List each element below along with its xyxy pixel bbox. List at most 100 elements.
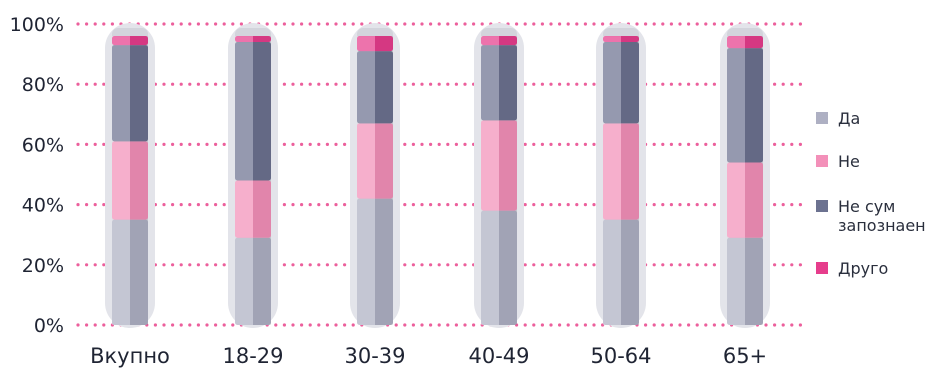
bar-segment	[481, 120, 517, 211]
bar-segment-highlight	[112, 36, 130, 46]
gridlines	[76, 22, 805, 327]
bar-segment-highlight	[112, 141, 130, 220]
bar-segment	[112, 45, 148, 142]
bar-segment	[727, 48, 763, 163]
bar-segment	[603, 123, 639, 220]
legend-item: Не	[816, 152, 860, 171]
bar-segment	[727, 36, 763, 49]
bar-segment	[727, 162, 763, 238]
x-category-label: 40-49	[468, 344, 529, 368]
bar-segment-shade	[130, 219, 148, 325]
bar-segment-highlight	[727, 36, 745, 49]
y-tick-label: 40%	[22, 195, 64, 217]
y-tick-label: 80%	[22, 74, 64, 96]
bar-segment	[357, 123, 393, 199]
legend-label: Друго	[838, 259, 888, 278]
bar-segment-shade	[745, 36, 763, 49]
y-axis-ticks: 0% 20% 40% 60% 80% 100%	[10, 14, 64, 337]
x-axis-categories: Вкупно 18-29 30-39 40-49 50-64 65+	[90, 344, 767, 368]
bar-segment-shade	[499, 210, 517, 325]
bars	[105, 23, 770, 328]
legend-swatch	[816, 112, 828, 124]
bar-group	[105, 23, 155, 328]
bar-segment	[481, 210, 517, 325]
bar-segment	[357, 51, 393, 124]
bar-segment-shade	[745, 48, 763, 163]
bar-segment-shade	[499, 45, 517, 121]
bar-segment-shade	[745, 162, 763, 238]
x-category-label: 18-29	[222, 344, 283, 368]
bar-segment	[603, 219, 639, 325]
legend-label: Да	[838, 109, 860, 128]
bar-segment	[112, 219, 148, 325]
bar-segment-shade	[375, 51, 393, 124]
bar-segment-shade	[499, 36, 517, 46]
bar-segment-shade	[253, 36, 271, 43]
bar-segment-highlight	[603, 219, 621, 325]
bar-segment-highlight	[481, 210, 499, 325]
y-tick-label: 100%	[10, 14, 64, 36]
y-tick-label: 60%	[22, 134, 64, 156]
bar-segment	[357, 198, 393, 325]
bar-group	[228, 23, 278, 328]
bar-segment-highlight	[603, 36, 621, 43]
bar-group	[720, 23, 770, 328]
bar-segment-highlight	[235, 36, 253, 43]
bar-segment-shade	[253, 180, 271, 238]
bar-segment-highlight	[481, 36, 499, 46]
bar-segment-highlight	[357, 36, 375, 52]
bar-segment-highlight	[357, 123, 375, 199]
bar-segment-shade	[375, 198, 393, 325]
bar-segment-highlight	[235, 237, 253, 325]
bar-group	[596, 23, 646, 328]
bar-segment	[481, 45, 517, 121]
bar-segment-highlight	[727, 237, 745, 325]
legend-item: Друго	[816, 259, 888, 278]
x-category-label: 65+	[723, 344, 767, 368]
x-category-label: 30-39	[344, 344, 405, 368]
bar-group	[350, 23, 400, 328]
bar-segment	[603, 42, 639, 124]
y-tick-label: 20%	[22, 255, 64, 277]
bar-segment-shade	[745, 237, 763, 325]
bar-segment-highlight	[112, 219, 130, 325]
x-category-label: Вкупно	[90, 344, 170, 368]
bar-segment-highlight	[481, 45, 499, 121]
bar-segment-highlight	[235, 42, 253, 181]
legend-swatch	[816, 155, 828, 167]
legend-swatch	[816, 262, 828, 274]
bar-segment	[235, 237, 271, 325]
bar-segment-highlight	[727, 162, 745, 238]
bar-segment-highlight	[235, 180, 253, 238]
bar-segment	[357, 36, 393, 52]
bar-segment	[727, 237, 763, 325]
bar-segment-highlight	[603, 123, 621, 220]
bar-segment-shade	[130, 36, 148, 46]
bar-segment-shade	[621, 42, 639, 124]
bar-segment-shade	[621, 123, 639, 220]
bar-segment	[235, 42, 271, 181]
bar-segment-shade	[375, 36, 393, 52]
bar-segment-shade	[375, 123, 393, 199]
bar-segment-shade	[621, 219, 639, 325]
bar-segment-highlight	[727, 48, 745, 163]
bar-segment-shade	[130, 45, 148, 142]
bar-segment-shade	[621, 36, 639, 43]
legend-swatch	[816, 200, 828, 212]
bar-segment	[235, 36, 271, 43]
bar-segment-shade	[499, 120, 517, 211]
bar-group	[474, 23, 524, 328]
legend-item: Да	[816, 109, 860, 128]
bar-segment-shade	[253, 237, 271, 325]
bar-segment	[112, 141, 148, 220]
bar-segment-highlight	[603, 42, 621, 124]
legend-label: Не сум	[838, 197, 895, 216]
bar-segment-highlight	[112, 45, 130, 142]
bar-segment	[112, 36, 148, 46]
x-category-label: 50-64	[590, 344, 651, 368]
y-tick-label: 0%	[34, 315, 64, 337]
